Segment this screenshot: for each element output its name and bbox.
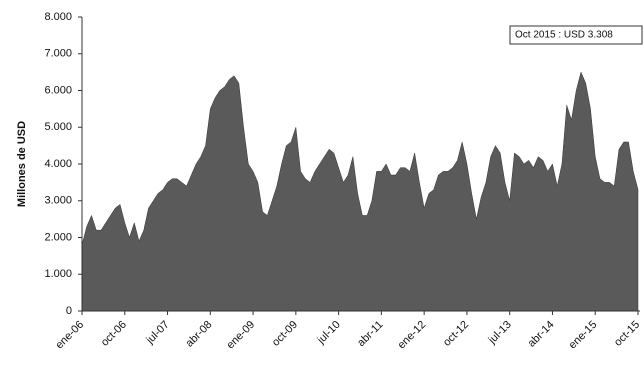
y-tick-label: 2.000 xyxy=(44,231,72,243)
y-tick-label: 4.000 xyxy=(44,158,72,170)
y-tick-label: 0 xyxy=(66,305,72,317)
x-tick-label: ene-15 xyxy=(567,319,600,352)
x-tick-label: oct-06 xyxy=(99,319,129,349)
x-tick-label: ene-09 xyxy=(225,319,258,352)
y-tick-label: 5.000 xyxy=(44,121,72,133)
y-axis-label: Millones de USD xyxy=(16,121,28,207)
annotation-box xyxy=(509,25,643,45)
x-tick-label: abr-11 xyxy=(355,319,385,349)
x-tick-label: abr-08 xyxy=(184,319,215,350)
y-tick-label: 3.000 xyxy=(44,195,72,207)
area xyxy=(81,71,639,312)
y-tick-label: 7.000 xyxy=(44,48,72,60)
x-tick-label: jul-13 xyxy=(486,319,514,347)
y-tick-label: 8.000 xyxy=(44,11,72,23)
x-tick-label: oct-12 xyxy=(441,319,471,349)
x-tick-label: abr-14 xyxy=(526,319,557,350)
y-tick-label: 1.000 xyxy=(44,268,72,280)
x-tick-label: oct-15 xyxy=(612,319,642,349)
annotation: Oct 2015 : USD 3.308 xyxy=(515,30,613,41)
x-tick-label: jul-10 xyxy=(315,319,343,347)
x-tick-label: ene-06 xyxy=(53,319,86,352)
x-tick-label: jul-07 xyxy=(143,319,171,347)
x-tick-label: ene-12 xyxy=(396,319,429,352)
y-tick-label: 6.000 xyxy=(44,84,72,96)
x-tick-label: oct-09 xyxy=(270,319,300,349)
